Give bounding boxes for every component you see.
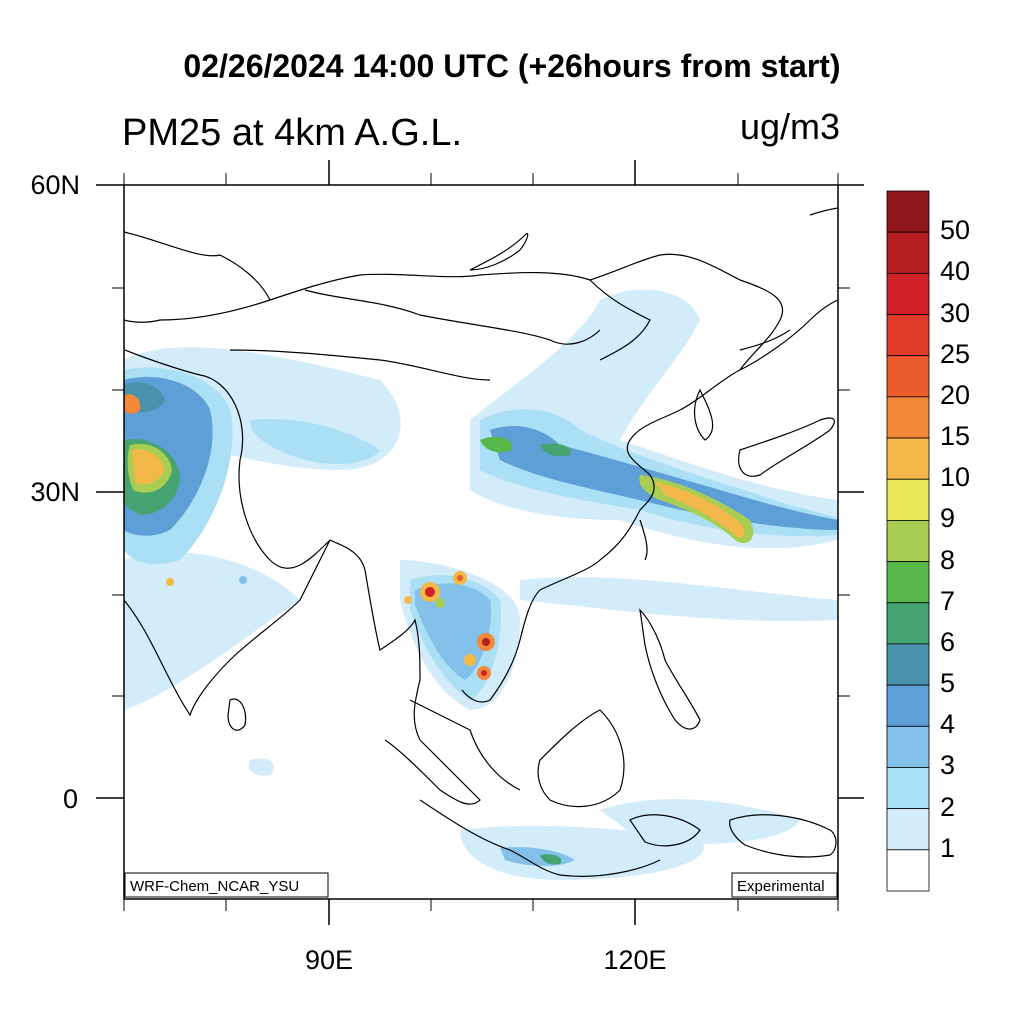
- colorbar-swatch: [886, 396, 930, 439]
- colorbar-label: 50: [940, 215, 971, 246]
- lat-label-0: 0: [62, 784, 78, 814]
- colorbar-swatch: [886, 355, 930, 398]
- colorbar-swatch: [886, 767, 930, 810]
- lat-label-60n: 60N: [30, 170, 80, 200]
- map-title: 02/26/2024 14:00 UTC (+26hours from star…: [183, 48, 841, 84]
- colorbar-label: 8: [940, 544, 956, 575]
- colorbar-swatch: [886, 437, 930, 480]
- colorbar-label: 7: [940, 585, 956, 616]
- colorbar-label: 40: [940, 256, 971, 287]
- colorbar-label: 6: [940, 626, 956, 657]
- colorbar-label: 1: [940, 832, 956, 863]
- colorbar-swatch: [886, 643, 930, 686]
- colorbar-swatch: [886, 272, 930, 315]
- colorbar-label: 9: [940, 503, 956, 534]
- colorbar: [886, 190, 930, 892]
- status-label-box: [731, 872, 838, 898]
- colorbar-swatch: [886, 314, 930, 357]
- colorbar-swatch: [886, 190, 930, 233]
- colorbar-swatch: [886, 231, 930, 274]
- lon-label-120e: 120E: [603, 945, 667, 975]
- pm25-field: [124, 289, 838, 880]
- colorbar-swatch: [886, 520, 930, 562]
- colorbar-label: 2: [940, 791, 956, 822]
- coastlines: [124, 207, 838, 877]
- map-frame: [123, 184, 839, 900]
- colorbar-swatch: [886, 808, 930, 851]
- colorbar-label: 4: [940, 709, 956, 740]
- colorbar-swatch: [886, 602, 930, 645]
- lat-label-30n: 30N: [30, 477, 80, 507]
- colorbar-label: 30: [940, 297, 971, 328]
- status-label: Experimental: [737, 878, 825, 895]
- colorbar-label: 5: [940, 668, 956, 699]
- colorbar-swatch: [886, 478, 930, 521]
- colorbar-swatch: [886, 561, 930, 604]
- colorbar-label: 10: [940, 462, 971, 493]
- units-label: ug/m3: [739, 106, 840, 147]
- colorbar-label: 20: [940, 379, 971, 410]
- lon-label-90e: 90E: [304, 945, 354, 975]
- colorbar-swatch: [886, 725, 930, 768]
- model-label: WRF-Chem_NCAR_YSU: [130, 878, 299, 895]
- colorbar-label: 3: [940, 750, 956, 781]
- colorbar-label: 15: [940, 421, 971, 452]
- colorbar-label: 25: [940, 338, 971, 369]
- model-label-box: [124, 872, 329, 898]
- variable-label: PM25 at 4km A.G.L.: [122, 112, 463, 154]
- colorbar-swatch: [886, 684, 930, 727]
- colorbar-swatch: [886, 849, 930, 892]
